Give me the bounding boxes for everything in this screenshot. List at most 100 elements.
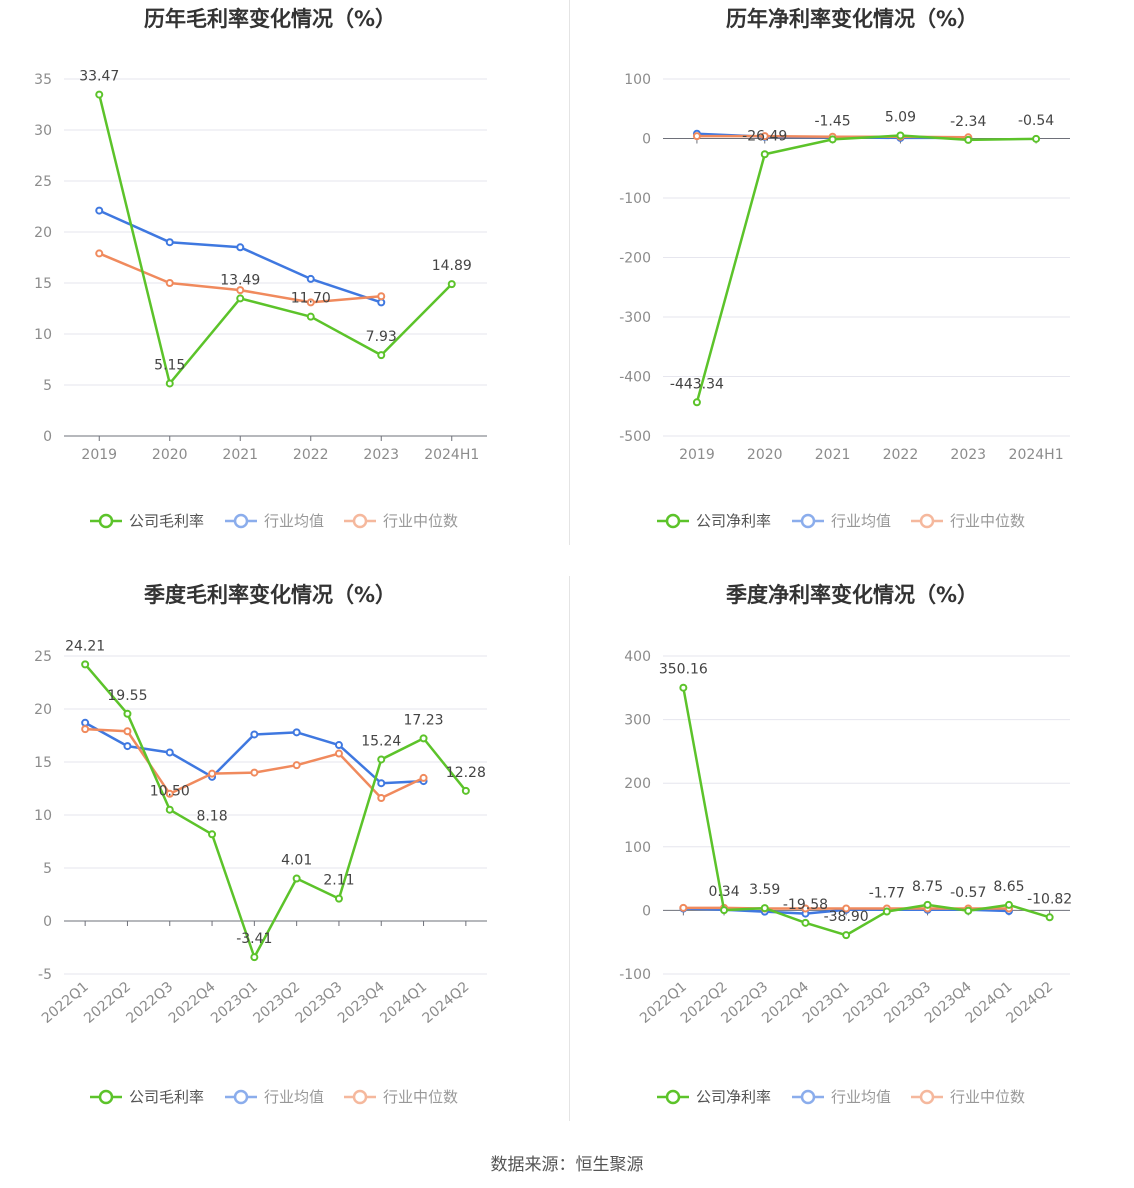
data-label: -10.82 — [1027, 891, 1072, 907]
legend-item-avg: 行业均值 — [225, 1088, 324, 1106]
data-point-median — [208, 769, 217, 778]
legend-marker — [233, 513, 249, 529]
legend-marker — [919, 1089, 935, 1105]
data-point-company — [679, 683, 688, 692]
data-point-company — [123, 709, 132, 718]
legend-item-avg: 行业均值 — [225, 512, 324, 530]
legend-item-avg: 行业均值 — [792, 512, 891, 530]
legend-label: 行业均值 — [831, 1088, 891, 1106]
y-tick-label: 15 — [34, 755, 52, 771]
data-point-median — [334, 749, 343, 758]
x-tick-label: 2021 — [222, 447, 258, 463]
data-label: 5.15 — [154, 357, 185, 373]
data-label: -1.45 — [814, 113, 850, 129]
legend-label: 行业均值 — [831, 512, 891, 530]
y-tick-label: 5 — [43, 378, 52, 394]
data-point-company — [419, 734, 428, 743]
series-line-company — [98, 94, 453, 385]
x-tick-label: 2024Q2 — [420, 979, 473, 1027]
data-label: -38.90 — [824, 909, 869, 925]
data-source-footer: 数据来源：恒生聚源 — [490, 1155, 644, 1175]
y-tick-label: 0 — [642, 132, 651, 148]
x-tick-label: 2023Q1 — [208, 979, 261, 1027]
y-tick-label: 400 — [624, 649, 651, 665]
y-tick-label: 100 — [624, 840, 651, 856]
data-label: -19.58 — [783, 897, 828, 913]
annual-net-margin-chart: 历年净利率变化情况（%） -500 -400 -300 -200 -100 0 100 2019… — [619, 7, 1070, 530]
data-point-company — [896, 131, 905, 140]
y-tick-label: -100 — [619, 191, 651, 207]
x-tick-label: 2023Q2 — [250, 979, 303, 1027]
data-point-company — [720, 906, 729, 915]
data-label: -0.54 — [1018, 113, 1054, 129]
series-line-company — [695, 134, 1037, 403]
legend-item-median: 行业中位数 — [911, 1088, 1025, 1106]
data-point-company — [964, 135, 973, 144]
data-label: -2.34 — [950, 114, 986, 130]
quarterly-net-margin-chart: 季度净利率变化情况（%）-10001002003004002022Q12022Q… — [619, 583, 1072, 1106]
data-point-company — [377, 351, 386, 360]
x-tick-label: 2022Q2 — [81, 979, 134, 1027]
data-point-avg — [236, 243, 245, 252]
series-line-company — [682, 687, 1051, 937]
legend-item-company: 公司毛利率 — [90, 1088, 204, 1106]
data-point-company — [81, 660, 90, 669]
legend-marker — [665, 1089, 681, 1105]
legend-label: 公司毛利率 — [129, 1088, 204, 1106]
y-tick-label: -100 — [619, 967, 651, 983]
data-label: -1.77 — [869, 886, 905, 902]
legend-label: 公司净利率 — [696, 1088, 771, 1106]
data-point-avg — [165, 238, 174, 247]
data-point-company — [447, 280, 456, 289]
x-tick-label: 2019 — [81, 447, 117, 463]
x-tick-label: 2022 — [883, 447, 919, 463]
data-label: 33.47 — [79, 69, 119, 85]
data-label: 350.16 — [659, 662, 708, 678]
y-tick-label: 5 — [43, 861, 52, 877]
data-point-median — [81, 725, 90, 734]
y-tick-label: -5 — [38, 967, 52, 983]
data-point-avg — [377, 779, 386, 788]
y-tick-label: 0 — [43, 429, 52, 445]
y-tick-label: 35 — [34, 72, 52, 88]
data-point-median — [292, 761, 301, 770]
annual-gross-margin-chart: 历年毛利率变化情况（%） 0 5 10 15 20 25 30 35 2019 2020 2021 20… — [34, 7, 487, 530]
data-point-company — [828, 135, 837, 144]
legend-label: 行业中位数 — [950, 512, 1025, 530]
data-label: 10.50 — [150, 784, 190, 800]
legend-marker — [98, 1089, 114, 1105]
x-tick-label: 2022 — [293, 447, 329, 463]
y-tick-label: 20 — [34, 225, 52, 241]
legend-label: 行业中位数 — [383, 512, 458, 530]
x-tick-label: 2024Q2 — [1003, 979, 1056, 1027]
data-label: 19.55 — [107, 688, 147, 704]
x-tick-label: 2023Q3 — [293, 979, 346, 1027]
data-label: 13.49 — [220, 272, 260, 288]
data-label: 14.89 — [432, 258, 472, 274]
y-tick-label: 0 — [43, 914, 52, 930]
legend-item-median: 行业中位数 — [911, 512, 1025, 530]
data-point-company — [165, 379, 174, 388]
data-point-median — [250, 768, 259, 777]
data-point-company — [760, 904, 769, 913]
data-label: -3.41 — [236, 931, 272, 947]
data-point-company — [292, 874, 301, 883]
data-point-company — [165, 805, 174, 814]
legend-label: 公司净利率 — [696, 512, 771, 530]
y-tick-label: 100 — [624, 72, 651, 88]
chart-panel-annual-net: 历年净利率变化情况（%） -500 -400 -300 -200 -100 0 100 2019… — [567, 0, 1134, 576]
data-label: 24.21 — [65, 638, 105, 654]
quarterly-gross-margin-chart: 季度毛利率变化情况（%）-505101520252022Q12022Q22022… — [34, 583, 487, 1106]
y-tick-label: 20 — [34, 702, 52, 718]
data-point-company — [208, 830, 217, 839]
legend-marker — [665, 513, 681, 529]
data-point-company — [236, 294, 245, 303]
x-tick-label: 2024Q1 — [377, 979, 430, 1027]
x-tick-label: 2021 — [815, 447, 851, 463]
y-tick-label: -200 — [619, 251, 651, 267]
x-tick-label: 2020 — [152, 447, 188, 463]
data-point-avg — [306, 274, 315, 283]
data-label: 12.28 — [446, 765, 486, 781]
panel-divider-bottom — [569, 576, 570, 1121]
y-tick-label: -500 — [619, 429, 651, 445]
